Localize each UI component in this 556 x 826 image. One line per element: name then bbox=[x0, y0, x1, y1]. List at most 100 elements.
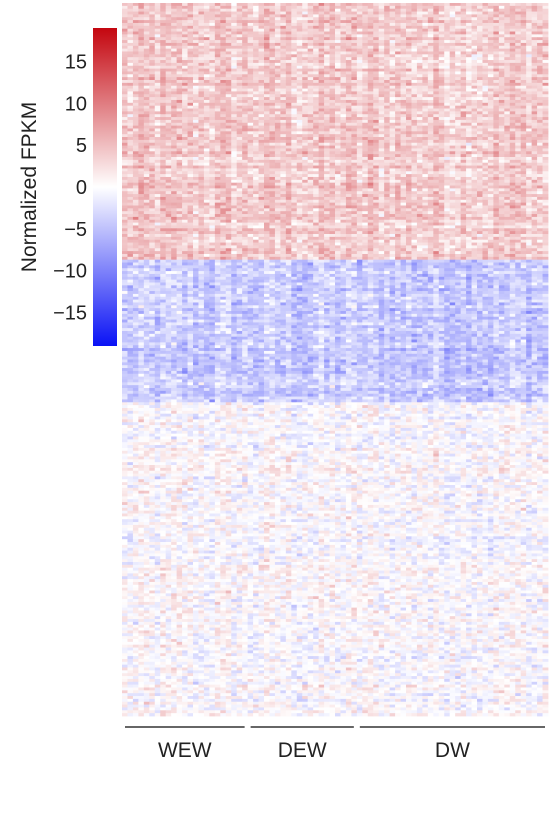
heatmap-cell bbox=[154, 40, 161, 44]
heatmap-cell bbox=[466, 34, 472, 38]
heatmap-cell bbox=[471, 45, 478, 50]
heatmap-cell bbox=[487, 11, 494, 15]
heatmap-cell bbox=[400, 88, 407, 92]
heatmap-cell bbox=[455, 102, 462, 107]
heatmap-cell bbox=[231, 102, 238, 107]
heatmap-cell bbox=[438, 91, 445, 95]
heatmap-cell bbox=[482, 80, 489, 84]
heatmap-cell bbox=[171, 94, 178, 98]
heatmap-cell bbox=[220, 85, 227, 89]
heatmap-cell bbox=[132, 25, 139, 30]
heatmap-cell bbox=[427, 57, 434, 61]
heatmap-cell bbox=[318, 128, 325, 132]
heatmap-cell bbox=[367, 139, 374, 144]
heatmap-cell bbox=[515, 168, 522, 172]
heatmap-cell bbox=[143, 162, 150, 166]
heatmap-cell bbox=[406, 54, 412, 58]
heatmap-cell bbox=[422, 28, 429, 32]
heatmap-cell bbox=[406, 111, 412, 115]
heatmap-cell bbox=[187, 28, 194, 32]
heatmap-cell bbox=[176, 17, 183, 21]
heatmap-cell bbox=[165, 108, 172, 112]
heatmap-cell bbox=[291, 145, 298, 149]
heatmap-cell bbox=[416, 176, 423, 181]
heatmap-cell bbox=[422, 5, 429, 10]
heatmap-cell bbox=[482, 62, 489, 67]
heatmap-cell bbox=[335, 168, 341, 172]
heatmap-cell bbox=[307, 142, 314, 146]
heatmap-cell bbox=[384, 65, 391, 69]
heatmap-cell bbox=[324, 182, 330, 186]
heatmap-cell bbox=[345, 85, 352, 89]
heatmap-cell bbox=[165, 105, 172, 109]
heatmap-cell bbox=[351, 162, 358, 166]
heatmap-cell bbox=[176, 145, 183, 149]
heatmap-cell bbox=[345, 134, 352, 138]
heatmap-cell bbox=[269, 171, 276, 175]
heatmap-cell bbox=[449, 119, 456, 124]
heatmap-cell bbox=[269, 51, 276, 55]
heatmap-cell bbox=[356, 74, 363, 78]
heatmap-cell bbox=[389, 94, 396, 98]
heatmap-cell bbox=[466, 17, 472, 21]
heatmap-cell bbox=[537, 111, 543, 115]
heatmap-cell bbox=[340, 174, 347, 178]
heatmap-cell bbox=[351, 114, 358, 118]
heatmap-cell bbox=[487, 65, 494, 69]
heatmap-cell bbox=[406, 125, 412, 129]
heatmap-cell bbox=[515, 62, 522, 67]
heatmap-cell bbox=[165, 176, 172, 181]
heatmap-cell bbox=[537, 71, 543, 75]
heatmap-cell bbox=[460, 34, 467, 38]
heatmap-cell bbox=[493, 145, 500, 149]
heatmap-cell bbox=[384, 3, 391, 7]
heatmap-cell bbox=[477, 142, 483, 146]
heatmap-cell bbox=[438, 179, 445, 184]
heatmap-cell bbox=[498, 31, 505, 35]
heatmap-cell bbox=[340, 54, 347, 58]
heatmap-cell bbox=[455, 8, 462, 12]
heatmap-cell bbox=[160, 139, 167, 144]
heatmap-cell bbox=[411, 174, 418, 178]
heatmap-cell bbox=[225, 80, 232, 84]
heatmap-cell bbox=[220, 171, 227, 175]
heatmap-cell bbox=[362, 157, 369, 161]
heatmap-cell bbox=[160, 20, 167, 24]
heatmap-cell bbox=[149, 5, 156, 10]
heatmap-cell bbox=[247, 111, 254, 115]
heatmap-cell bbox=[526, 139, 533, 144]
heatmap-cell bbox=[455, 99, 462, 104]
heatmap-cell bbox=[362, 162, 369, 166]
heatmap-cell bbox=[411, 102, 418, 107]
heatmap-cell bbox=[264, 20, 270, 24]
heatmap-cell bbox=[182, 57, 188, 61]
heatmap-cell bbox=[258, 77, 265, 81]
heatmap-cell bbox=[482, 22, 489, 27]
heatmap-cell bbox=[307, 157, 314, 161]
heatmap-cell bbox=[416, 42, 423, 47]
heatmap-cell bbox=[515, 31, 522, 35]
heatmap-cell bbox=[143, 42, 150, 47]
heatmap-cell bbox=[132, 174, 139, 178]
heatmap-cell bbox=[384, 22, 391, 27]
heatmap-cell bbox=[395, 20, 401, 24]
heatmap-cell bbox=[225, 111, 232, 115]
heatmap-cell bbox=[515, 20, 522, 24]
heatmap-cell bbox=[132, 119, 139, 124]
heatmap-cell bbox=[329, 99, 336, 104]
heatmap-cell bbox=[340, 165, 347, 169]
heatmap-cell bbox=[449, 131, 456, 135]
heatmap-cell bbox=[378, 168, 385, 172]
heatmap-cell bbox=[389, 80, 396, 84]
heatmap-cell bbox=[242, 168, 249, 172]
heatmap-cell bbox=[291, 74, 298, 78]
heatmap-cell bbox=[307, 174, 314, 178]
heatmap-cell bbox=[274, 131, 281, 135]
heatmap-cell bbox=[460, 174, 467, 178]
heatmap-cell bbox=[149, 99, 156, 104]
heatmap-cell bbox=[335, 40, 341, 44]
heatmap-cell bbox=[203, 134, 210, 138]
heatmap-cell bbox=[225, 108, 232, 112]
heatmap-cell bbox=[433, 17, 440, 21]
heatmap-cell bbox=[143, 88, 150, 92]
